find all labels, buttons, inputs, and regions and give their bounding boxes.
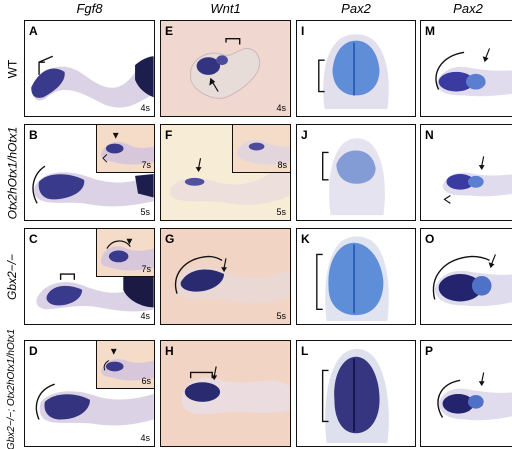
panel-letter: O — [425, 232, 435, 246]
inset-embryo-image — [101, 238, 154, 271]
embryo-image — [170, 158, 290, 205]
panel-letter: B — [29, 128, 38, 142]
panel-f-wnt1-otx2: 8s F 5s — [160, 124, 291, 221]
panel-letter: A — [29, 24, 38, 38]
panel-letter: M — [425, 24, 435, 38]
embryo-image — [318, 34, 389, 110]
column-header-pax2-lateral: Pax2 — [453, 1, 483, 16]
panel-j-pax2-otx2: J — [296, 124, 416, 221]
row-label-wt: WT — [5, 59, 19, 78]
panel-letter: G — [165, 232, 175, 246]
embryo-image — [181, 366, 290, 415]
panel-letter: I — [301, 24, 305, 38]
panel-i-pax2-wt: I — [296, 20, 416, 117]
inset-somite-stage: 7s — [141, 160, 151, 170]
panel-g-wnt1-gbx2: G 5s — [160, 228, 291, 325]
panel-letter: F — [165, 128, 173, 142]
somite-stage: 5s — [276, 311, 286, 321]
inset-somite-stage: 6s — [141, 376, 151, 386]
column-header-wnt1: Wnt1 — [210, 1, 241, 16]
column-header-pax2-frontal: Pax2 — [341, 1, 371, 16]
inset-f-8s: 8s — [232, 125, 290, 173]
inset-embryo-image — [101, 348, 154, 381]
panel-letter: D — [29, 344, 38, 358]
row-label-gbx2: Gbx2−/− — [5, 253, 19, 300]
embryo-image — [32, 165, 154, 207]
inset-c-7s: 7s — [96, 229, 154, 277]
panel-e-wnt1-wt: E 4s — [160, 20, 291, 117]
embryo-image — [190, 37, 261, 99]
panel-h-wnt1-double: H — [160, 340, 291, 447]
panel-d-fgf8-double: 6s D 4s — [24, 340, 155, 447]
inset-b-7s: 7s — [96, 125, 154, 173]
panel-k-pax2-gbx2: K — [296, 228, 416, 325]
somite-stage: 4s — [140, 103, 150, 113]
inset-d-6s: 6s — [96, 341, 154, 389]
panel-letter: N — [425, 128, 434, 142]
panel-letter: P — [425, 344, 434, 358]
somite-stage: 5s — [276, 207, 286, 217]
embryo-image — [321, 348, 389, 444]
panel-n-pax2-lateral-otx2: N — [420, 124, 512, 221]
embryo-image — [322, 138, 385, 216]
embryo-image — [432, 254, 512, 307]
panel-letter: J — [301, 128, 308, 142]
inset-embryo-image — [237, 139, 290, 165]
panel-letter: L — [301, 344, 309, 358]
inset-somite-stage: 8s — [277, 160, 287, 170]
embryo-image — [437, 372, 512, 421]
inset-embryo-image — [101, 132, 154, 165]
panel-l-pax2-double: L — [296, 340, 416, 447]
inset-somite-stage: 7s — [141, 264, 151, 274]
embryo-image — [35, 383, 154, 426]
panel-letter: E — [165, 24, 174, 38]
somite-stage: 4s — [140, 433, 150, 443]
embryo-image — [435, 48, 512, 97]
panel-a-fgf8-wt: A 4s — [24, 20, 155, 117]
somite-stage: 4s — [140, 311, 150, 321]
row-label-otx2: Otx2hOtx1/hOtx1 — [5, 126, 19, 219]
panel-letter: H — [165, 344, 174, 358]
column-header-fgf8: Fgf8 — [76, 1, 103, 16]
row-label-double-mutant: Gbx2−/−; Otx2hOtx1/hOtx1 — [6, 328, 18, 449]
panel-letter: C — [29, 232, 38, 246]
embryo-image — [442, 156, 512, 204]
panel-m-pax2-lateral-wt: M — [420, 20, 512, 117]
embryo-image — [316, 236, 389, 322]
embryo-image — [31, 55, 154, 108]
panel-b-fgf8-otx2: 7s B 5s — [24, 124, 155, 221]
panel-c-fgf8-gbx2: 7s C 4s — [24, 228, 155, 325]
embryo-image — [173, 255, 290, 304]
panel-o-pax2-lateral-gbx2: O — [420, 228, 512, 325]
somite-stage: 5s — [140, 207, 150, 217]
panel-p-pax2-lateral-double: P — [420, 340, 512, 447]
panel-letter: K — [301, 232, 310, 246]
somite-stage: 4s — [276, 103, 286, 113]
